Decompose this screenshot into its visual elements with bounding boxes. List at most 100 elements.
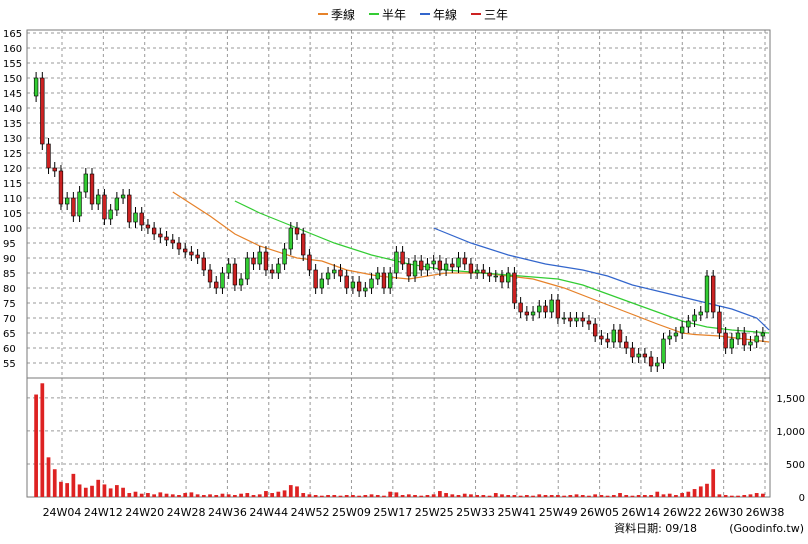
x-tick-label: 25W33: [456, 506, 495, 519]
candle-body: [723, 332, 728, 349]
volume-tick-label: 500: [786, 460, 805, 471]
volume-bar: [413, 495, 417, 497]
candle: [226, 258, 231, 279]
volume-bar: [537, 494, 542, 497]
candle: [760, 327, 766, 342]
candle: [450, 258, 455, 273]
volume-bar: [605, 495, 610, 497]
volume-bar: [649, 495, 653, 497]
candle: [158, 228, 163, 243]
candle: [481, 264, 486, 279]
candle-body: [493, 275, 498, 278]
volume-bar: [226, 494, 231, 497]
candle-body: [375, 272, 380, 280]
volume-bar: [189, 492, 194, 497]
candle: [673, 327, 679, 342]
candle-body: [257, 251, 262, 265]
candle: [431, 255, 436, 270]
price-tick-label: 130: [3, 134, 22, 145]
candle-body: [245, 257, 250, 280]
candle-body: [89, 173, 95, 205]
candle: [214, 276, 219, 294]
volume-bar: [723, 495, 728, 497]
candle-body: [624, 341, 629, 349]
candle-body: [176, 242, 182, 250]
candle-body: [251, 257, 256, 265]
candle: [195, 249, 200, 264]
candle-body: [605, 338, 610, 343]
candle-body: [394, 251, 399, 274]
volume-bar: [748, 494, 753, 497]
candle: [506, 267, 511, 288]
volume-bar: [667, 493, 672, 497]
candle: [586, 315, 592, 330]
volume-bar: [363, 495, 368, 497]
candle-body: [561, 317, 567, 320]
candle-body: [139, 212, 144, 226]
volume-bar: [195, 494, 200, 497]
x-tick-label: 26W38: [746, 506, 785, 519]
candle-body: [586, 320, 592, 325]
candle-body: [425, 263, 430, 271]
volume-bar: [500, 494, 504, 497]
candle-body: [431, 260, 436, 265]
candle-body: [183, 248, 188, 253]
volume-bar: [593, 494, 598, 497]
candle-body: [481, 269, 486, 274]
candle-body: [704, 275, 710, 313]
candle: [176, 237, 182, 255]
price-tick-label: 85: [3, 269, 16, 280]
candle-body: [518, 302, 523, 313]
candle-body: [711, 275, 716, 313]
volume-bar: [114, 485, 119, 497]
volume-bar: [90, 485, 94, 497]
candle-body: [307, 254, 312, 271]
candle: [599, 330, 604, 345]
candle: [412, 255, 418, 282]
volume-bar: [139, 493, 144, 497]
volume-bar: [487, 495, 492, 497]
candle: [400, 246, 405, 270]
volume-bar: [549, 495, 554, 497]
volume-bar: [574, 494, 579, 497]
volume-bar: [257, 494, 262, 497]
volume-tick-label: 0: [799, 493, 805, 504]
candle: [624, 336, 629, 354]
volume-bar: [611, 495, 616, 497]
candle: [201, 252, 206, 276]
candle: [524, 306, 530, 321]
candle: [71, 192, 76, 222]
volume-bar: [450, 494, 455, 497]
candle-body: [294, 227, 300, 235]
candle-body: [102, 194, 107, 220]
candle: [189, 246, 194, 261]
candle: [108, 204, 113, 225]
x-tick-label: 25W17: [373, 506, 412, 519]
candle: [605, 333, 610, 348]
legend-label: 年線: [433, 7, 457, 22]
moving-average-line: [234, 200, 770, 334]
volume-bar: [282, 490, 287, 497]
x-tick-label: 26W14: [622, 506, 661, 519]
candle: [46, 138, 51, 174]
price-tick-label: 95: [3, 239, 16, 250]
price-tick-label: 70: [3, 314, 16, 325]
candle: [648, 351, 654, 372]
volume-bar: [456, 495, 461, 497]
volume-bar: [624, 495, 629, 497]
candle-body: [412, 260, 418, 277]
candle: [127, 189, 132, 228]
candle-body: [108, 209, 113, 220]
candle-body: [574, 317, 579, 322]
candle: [344, 270, 349, 294]
candle: [363, 282, 368, 297]
legend-label: 半年: [382, 8, 406, 22]
volume-bar: [233, 495, 237, 497]
price-tick-label: 75: [3, 299, 16, 310]
candle: [369, 273, 374, 294]
candle: [65, 192, 70, 210]
price-tick-label: 110: [3, 194, 22, 205]
volume-bar: [636, 495, 641, 497]
